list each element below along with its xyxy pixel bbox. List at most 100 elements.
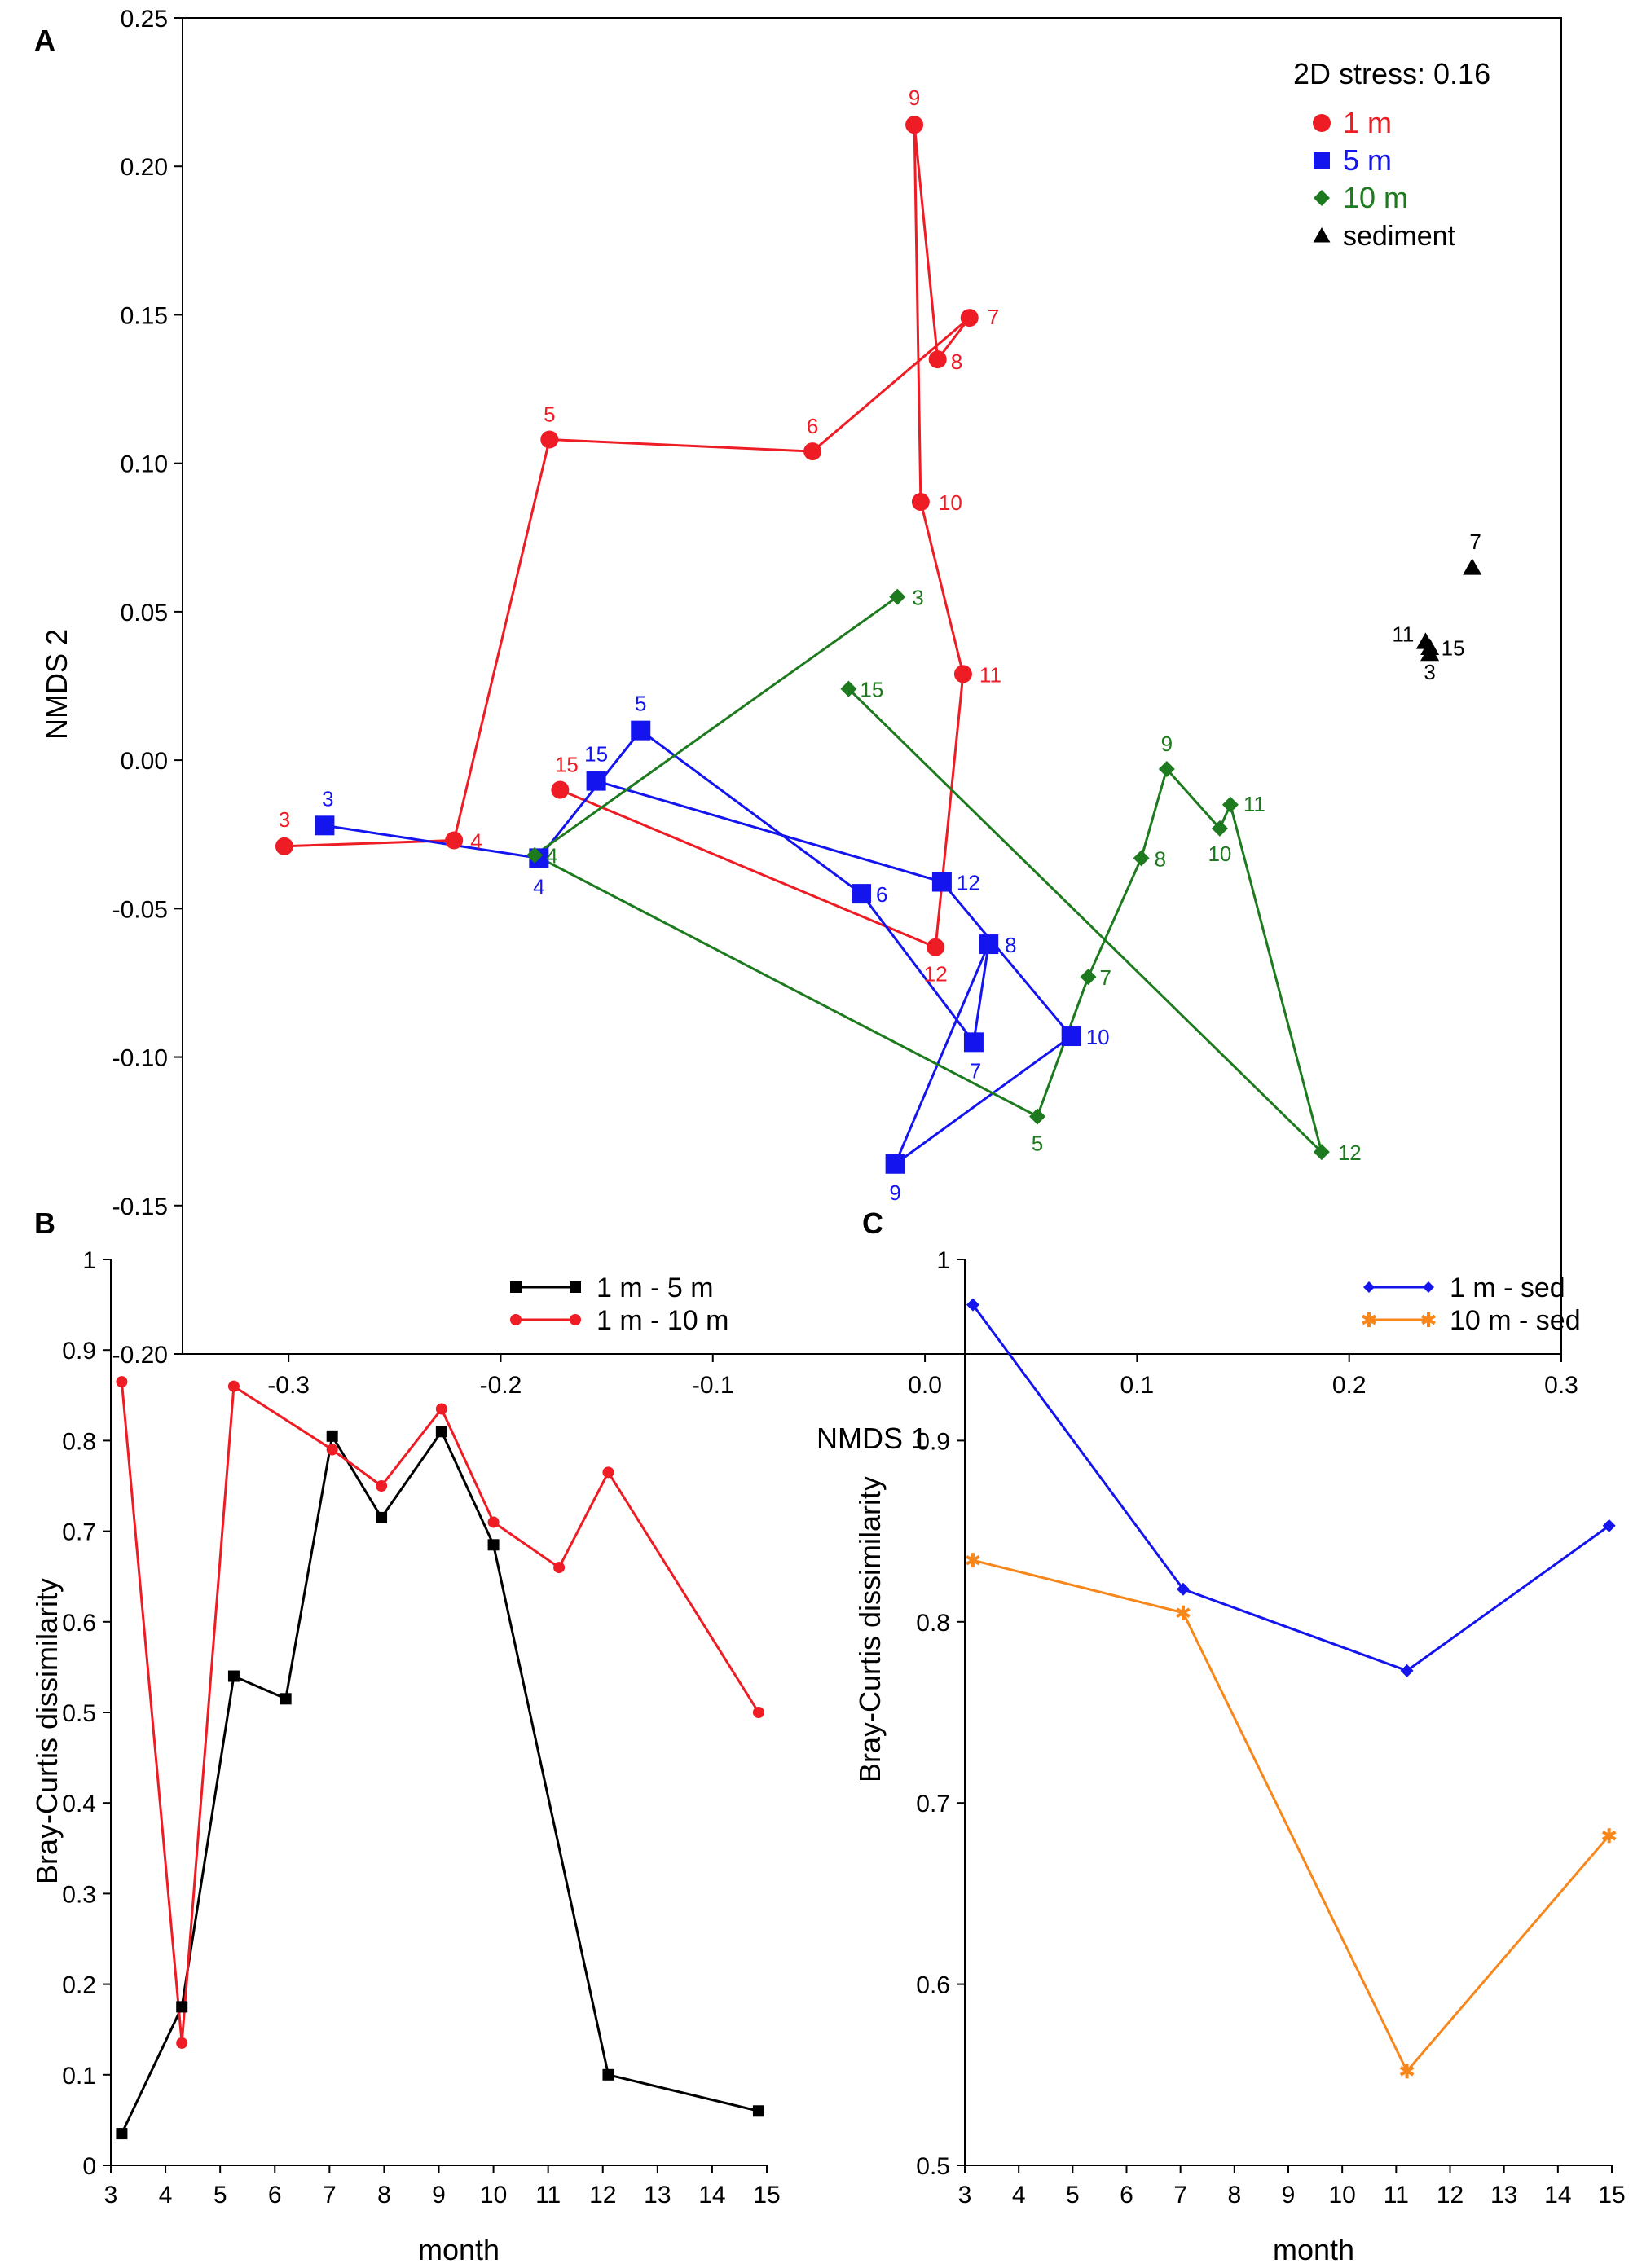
marker-sediment-month-7 <box>1463 558 1482 575</box>
series-line-10-m <box>532 596 1324 1157</box>
marker-1-m-10-m-point-1 <box>116 1376 128 1388</box>
y-tick-label: 0.6 <box>62 1610 96 1637</box>
x-tick-label: 0.3 <box>1544 1372 1578 1399</box>
y-tick-label: 1 <box>936 1247 950 1274</box>
y-tick-label: 0.2 <box>62 1972 96 1999</box>
point-label-sediment-month-11: 11 <box>1392 622 1414 646</box>
panel-c-markers <box>966 1298 1617 2079</box>
marker-1-m-5-m-point-9 <box>602 2068 614 2081</box>
legend-marker-end-1-m-5-m <box>570 1281 581 1293</box>
marker-1-m-5-m-point-6 <box>376 1511 388 1523</box>
marker-1-m-10-m-point-2 <box>176 2037 188 2049</box>
point-label-10-m-month-4: 4 <box>546 844 557 868</box>
point-label-1-m-month-6: 6 <box>807 414 818 438</box>
panel-b-markers <box>116 1376 764 2140</box>
x-tick-label: 6 <box>1120 2182 1133 2209</box>
y-tick-label: -0.10 <box>112 1045 168 1072</box>
point-label-sediment-month-15: 15 <box>1442 636 1465 661</box>
legend-marker-end-10-m-sed <box>1421 1312 1436 1327</box>
point-label-1-m-month-3: 3 <box>279 807 290 832</box>
y-tick-label: -0.15 <box>112 1193 168 1220</box>
y-tick-label: 0.05 <box>121 600 168 626</box>
x-tick-label: 12 <box>589 2182 616 2209</box>
marker-1-m-sed-point-1 <box>966 1298 979 1312</box>
legend-marker-end-1-m-sed <box>1423 1281 1434 1293</box>
panel-a-x-axis-label: NMDS 1 <box>816 1422 927 1455</box>
y-tick-label: 0.25 <box>121 6 168 33</box>
y-tick-label: 0.4 <box>62 1791 96 1817</box>
marker-1-m-month-4 <box>445 831 464 850</box>
marker-10-m-sed-point-3 <box>1399 2064 1415 2079</box>
y-tick-label: 0.15 <box>121 302 168 329</box>
panel-c-line-chart: 3 4 5 6 7 8 9 10 11 12 13 14 15 0.5 0.6 0.7 0.8 0.9 1 mont… <box>853 1247 1626 2266</box>
legend-label-10-m: 10 m <box>1343 181 1408 214</box>
point-label-5-m-month-9: 9 <box>889 1180 900 1205</box>
point-label-1-m-month-9: 9 <box>909 86 920 110</box>
panel-b-y-axis-label: Bray-Curtis dissimilarity <box>30 1578 64 1884</box>
panel-a-legend: 1 m 5 m 10 m sediment <box>1313 106 1456 252</box>
x-tick-label: 5 <box>213 2182 227 2209</box>
marker-1-m-5-m-point-4 <box>280 1693 292 1705</box>
marker-5-m-month-3 <box>315 815 335 836</box>
series-line-5-m <box>324 728 1073 1168</box>
y-tick-label: 0.9 <box>62 1338 96 1365</box>
legend-marker-start-1-m-sed <box>1363 1281 1375 1293</box>
y-tick-label: 0.20 <box>121 154 168 181</box>
legend-marker-start-1-m-10-m <box>510 1314 522 1325</box>
point-label-1-m-month-5: 5 <box>544 402 555 427</box>
panel-letter-a: A <box>34 24 55 57</box>
marker-1-m-month-15 <box>551 780 570 799</box>
x-tick-label: -0.2 <box>480 1372 522 1399</box>
marker-1-m-10-m-point-10 <box>752 1707 764 1718</box>
y-tick-label: 0.00 <box>121 748 168 775</box>
marker-5-m-month-6 <box>851 884 871 904</box>
legend-label-1-m: 1 m <box>1343 106 1392 139</box>
marker-1-m-5-m-point-8 <box>487 1539 500 1551</box>
x-tick-label: 10 <box>480 2182 507 2209</box>
x-tick-label: 13 <box>644 2182 671 2209</box>
point-label-5-m-month-10: 10 <box>1086 1025 1110 1049</box>
panel-a-nmds-chart: -0.3 -0.2 -0.1 0.0 0.1 0.2 0.3 -0.20 -0.15 -0.10 -… <box>40 6 1578 1455</box>
series-line-1-m-10-m <box>120 1381 760 2044</box>
marker-1-m-month-7 <box>960 309 979 327</box>
x-tick-label: 4 <box>1012 2182 1026 2209</box>
x-tick-label: 3 <box>104 2182 118 2209</box>
panel-a-stress-annotation: 2D stress: 0.16 <box>1293 57 1490 90</box>
marker-5-m-month-10 <box>1061 1026 1081 1047</box>
marker-1-m-5-m-point-5 <box>326 1430 338 1442</box>
x-tick-label: 4 <box>159 2182 173 2209</box>
point-label-5-m-month-4: 4 <box>533 874 544 899</box>
panel-letter-c: C <box>862 1207 883 1240</box>
x-tick-label: 0.1 <box>1120 1372 1155 1399</box>
marker-10-m-sed-point-4-stroke <box>1601 1830 1617 1841</box>
marker-10-m-sed-point-1 <box>966 1553 980 1568</box>
point-label-10-m-month-8: 8 <box>1155 846 1166 871</box>
marker-10-m-month-3 <box>889 588 906 605</box>
y-tick-label: 0.5 <box>62 1700 96 1727</box>
point-label-1-m-month-12: 12 <box>924 962 948 987</box>
point-label-1-m-month-4: 4 <box>470 829 482 854</box>
x-tick-label: 11 <box>1384 2182 1409 2209</box>
panel-b-tick-labels: 3 4 5 6 7 8 9 10 11 12 13 14 15 0 0.1 0.2 0.3 0.4 0.5 0.6 0.… <box>62 1247 780 2209</box>
marker-1-m-month-5 <box>540 430 559 449</box>
panel-b-legend: 1 m - 5 m1 m - 10 m <box>510 1272 728 1336</box>
marker-5-m-month-9 <box>885 1154 905 1174</box>
x-tick-label: 14 <box>1544 2182 1571 2209</box>
legend-marker-sediment <box>1313 227 1331 243</box>
marker-10-m-month-11 <box>1221 796 1239 813</box>
point-label-sediment-month-3: 3 <box>1424 660 1435 684</box>
marker-1-m-month-12 <box>927 938 945 956</box>
x-tick-label: 6 <box>268 2182 282 2209</box>
point-label-1-m-month-7: 7 <box>988 305 999 329</box>
legend-marker-start-1-m-5-m <box>510 1281 522 1293</box>
marker-5-m-month-5 <box>631 720 651 741</box>
x-tick-label: -0.1 <box>692 1372 734 1399</box>
marker-1-m-5-m-point-7 <box>435 1426 447 1438</box>
series-line-1-m-sed <box>971 1303 1610 1672</box>
x-tick-label: 5 <box>1066 2182 1080 2209</box>
x-tick-label: 0.0 <box>908 1372 942 1399</box>
y-tick-label: 0.3 <box>62 1881 96 1908</box>
point-label-10-m-month-12: 12 <box>1338 1141 1362 1165</box>
y-tick-label: 0.7 <box>62 1519 96 1546</box>
marker-1-m-10-m-point-5 <box>376 1480 388 1492</box>
